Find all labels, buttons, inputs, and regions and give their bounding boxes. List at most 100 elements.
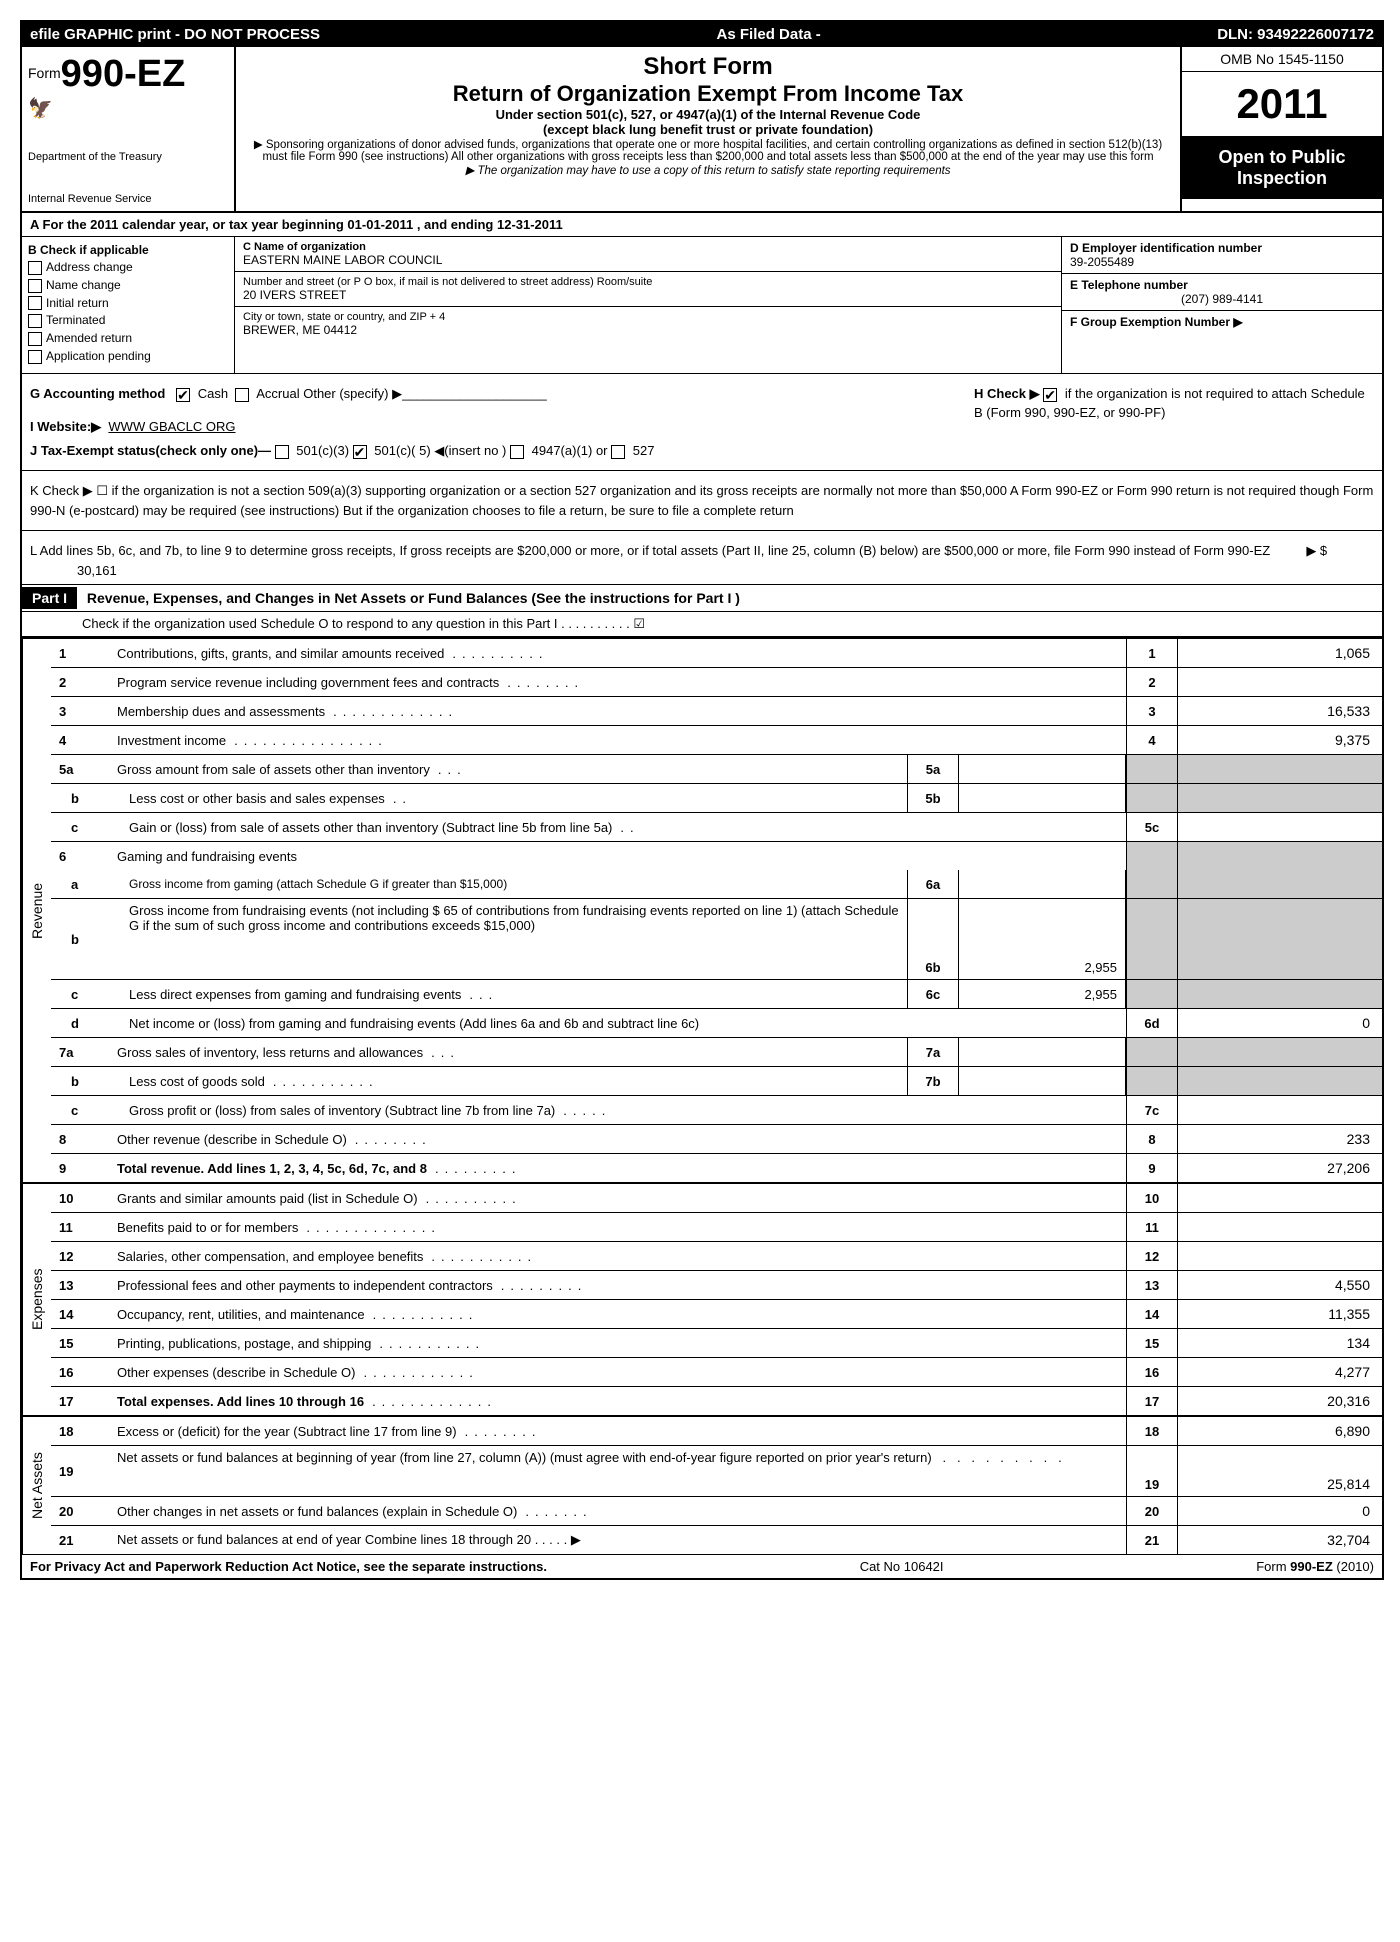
part1-title-row: Part I Revenue, Expenses, and Changes in… bbox=[22, 585, 1382, 612]
j-527: 527 bbox=[633, 443, 655, 458]
line-13: 13 Professional fees and other payments … bbox=[51, 1271, 1382, 1300]
org-name-block: C Name of organization EASTERN MAINE LAB… bbox=[235, 237, 1061, 272]
chk-address[interactable]: Address change bbox=[28, 260, 228, 275]
line-6b: b Gross income from fundraising events (… bbox=[51, 899, 1382, 980]
part1-label: Part I bbox=[22, 587, 77, 609]
header-center: Short Form Return of Organization Exempt… bbox=[236, 47, 1180, 211]
j-label: J Tax-Exempt status(check only one)— bbox=[30, 443, 271, 458]
line-12: 12 Salaries, other compensation, and emp… bbox=[51, 1242, 1382, 1271]
line-8: 8 Other revenue (describe in Schedule O)… bbox=[51, 1125, 1382, 1154]
col-de: D Employer identification number 39-2055… bbox=[1062, 237, 1382, 373]
ein: 39-2055489 bbox=[1070, 255, 1374, 269]
j-4947: 4947(a)(1) or bbox=[532, 443, 608, 458]
section-a-text: A For the 2011 calendar year, or tax yea… bbox=[30, 217, 563, 232]
block-gh: G Accounting method Cash Accrual Other (… bbox=[22, 374, 1382, 471]
line-g: G Accounting method Cash Accrual Other (… bbox=[30, 384, 974, 404]
line-21: 21 Net assets or fund balances at end of… bbox=[51, 1526, 1382, 1554]
line-16: 16 Other expenses (describe in Schedule … bbox=[51, 1358, 1382, 1387]
topbar-right: DLN: 93492226007172 bbox=[1217, 26, 1374, 43]
line-7c: c Gross profit or (loss) from sales of i… bbox=[51, 1096, 1382, 1125]
line-20: 20 Other changes in net assets or fund b… bbox=[51, 1497, 1382, 1526]
city-label: City or town, state or country, and ZIP … bbox=[243, 311, 1053, 323]
line-10: 10 Grants and similar amounts paid (list… bbox=[51, 1184, 1382, 1213]
line-1: 1 Contributions, gifts, grants, and simi… bbox=[51, 639, 1382, 668]
line-3: 3 Membership dues and assessments.......… bbox=[51, 697, 1382, 726]
i-label: I Website:▶ bbox=[30, 419, 101, 434]
open-public-1: Open to Public bbox=[1186, 147, 1378, 168]
chk-terminated[interactable]: Terminated bbox=[28, 313, 228, 328]
revenue-lines: 1 Contributions, gifts, grants, and simi… bbox=[51, 639, 1382, 1182]
header-right: OMB No 1545-1150 2011 Open to Public Ins… bbox=[1180, 47, 1382, 211]
expenses-lines: 10 Grants and similar amounts paid (list… bbox=[51, 1184, 1382, 1415]
info-block: B Check if applicable Address change Nam… bbox=[22, 237, 1382, 374]
chk-527[interactable] bbox=[611, 445, 625, 459]
side-revenue: Revenue bbox=[22, 639, 51, 1182]
topbar-left: efile GRAPHIC print - DO NOT PROCESS bbox=[30, 26, 320, 43]
ein-label: D Employer identification number bbox=[1070, 241, 1374, 255]
line-18: 18 Excess or (deficit) for the year (Sub… bbox=[51, 1417, 1382, 1446]
chk-501c3[interactable] bbox=[275, 445, 289, 459]
tax-year: 2011 bbox=[1182, 72, 1382, 137]
g-cash: Cash bbox=[198, 386, 228, 401]
line-6a: a Gross income from gaming (attach Sched… bbox=[51, 870, 1382, 899]
h-text: H Check ▶ bbox=[974, 386, 1043, 401]
line-5a: 5a Gross amount from sale of assets othe… bbox=[51, 755, 1382, 784]
gh-left: G Accounting method Cash Accrual Other (… bbox=[30, 384, 974, 461]
line-14: 14 Occupancy, rent, utilities, and maint… bbox=[51, 1300, 1382, 1329]
group-label: F Group Exemption Number ▶ bbox=[1070, 315, 1374, 329]
dept: Department of the Treasury bbox=[28, 151, 228, 163]
line-7b: b Less cost of goods sold........... 7b bbox=[51, 1067, 1382, 1096]
line-6c: c Less direct expenses from gaming and f… bbox=[51, 980, 1382, 1009]
line-6: 6 Gaming and fundraising events bbox=[51, 842, 1382, 870]
chk-pending[interactable]: Application pending bbox=[28, 349, 228, 364]
website: WWW GBACLC ORG bbox=[108, 419, 235, 434]
chk-4947[interactable] bbox=[510, 445, 524, 459]
part1-title: Revenue, Expenses, and Changes in Net As… bbox=[81, 590, 740, 606]
line-6d: d Net income or (loss) from gaming and f… bbox=[51, 1009, 1382, 1038]
section-a: A For the 2011 calendar year, or tax yea… bbox=[22, 213, 1382, 237]
sponsor-note: ▶ Sponsoring organizations of donor advi… bbox=[246, 137, 1170, 163]
chk-name[interactable]: Name change bbox=[28, 278, 228, 293]
l-text: L Add lines 5b, 6c, and 7b, to line 9 to… bbox=[30, 543, 1270, 558]
chk-h[interactable] bbox=[1043, 388, 1057, 402]
chk-cash[interactable] bbox=[176, 388, 190, 402]
form-number-big: 990-EZ bbox=[61, 53, 186, 95]
header-left: Form990-EZ 🦅 Department of the Treasury … bbox=[22, 47, 236, 211]
street: 20 IVERS STREET bbox=[243, 288, 1053, 302]
line-9: 9 Total revenue. Add lines 1, 2, 3, 4, 5… bbox=[51, 1154, 1382, 1182]
line-15: 15 Printing, publications, postage, and … bbox=[51, 1329, 1382, 1358]
line-5b: b Less cost or other basis and sales exp… bbox=[51, 784, 1382, 813]
line-2: 2 Program service revenue including gove… bbox=[51, 668, 1382, 697]
block-l: L Add lines 5b, 6c, and 7b, to line 9 to… bbox=[22, 531, 1382, 585]
chk-amended[interactable]: Amended return bbox=[28, 331, 228, 346]
form-prefix: Form bbox=[28, 65, 61, 81]
org-name: EASTERN MAINE LABOR COUNCIL bbox=[243, 253, 1053, 267]
except: (except black lung benefit trust or priv… bbox=[246, 122, 1170, 137]
city-block: City or town, state or country, and ZIP … bbox=[235, 307, 1061, 341]
form-number: Form990-EZ bbox=[28, 53, 228, 96]
line-5c: c Gain or (loss) from sale of assets oth… bbox=[51, 813, 1382, 842]
form-990ez: efile GRAPHIC print - DO NOT PROCESS As … bbox=[20, 20, 1384, 1580]
line-j: J Tax-Exempt status(check only one)— 501… bbox=[30, 441, 974, 461]
chk-accrual[interactable] bbox=[235, 388, 249, 402]
expenses-section: Expenses 10 Grants and similar amounts p… bbox=[22, 1182, 1382, 1415]
col-b-title: B Check if applicable bbox=[28, 243, 228, 257]
short-form: Short Form bbox=[246, 53, 1170, 81]
col-b: B Check if applicable Address change Nam… bbox=[22, 237, 235, 373]
j-501c3: 501(c)(3) bbox=[296, 443, 349, 458]
check-o-row: Check if the organization used Schedule … bbox=[22, 612, 1382, 637]
side-netassets: Net Assets bbox=[22, 1417, 51, 1554]
open-public: Open to Public Inspection bbox=[1182, 137, 1382, 199]
l-arrow: ▶ $ bbox=[1306, 543, 1327, 558]
street-label: Number and street (or P O box, if mail i… bbox=[243, 276, 1053, 288]
top-bar: efile GRAPHIC print - DO NOT PROCESS As … bbox=[22, 22, 1382, 47]
chk-initial[interactable]: Initial return bbox=[28, 296, 228, 311]
col-c: C Name of organization EASTERN MAINE LAB… bbox=[235, 237, 1062, 373]
chk-501c[interactable] bbox=[353, 445, 367, 459]
line-11: 11 Benefits paid to or for members......… bbox=[51, 1213, 1382, 1242]
topbar-center: As Filed Data - bbox=[717, 26, 821, 43]
org-name-label: C Name of organization bbox=[243, 241, 1053, 253]
g-accrual: Accrual Other (specify) ▶ bbox=[256, 386, 402, 401]
street-block: Number and street (or P O box, if mail i… bbox=[235, 272, 1061, 307]
netassets-section: Net Assets 18 Excess or (deficit) for th… bbox=[22, 1415, 1382, 1554]
